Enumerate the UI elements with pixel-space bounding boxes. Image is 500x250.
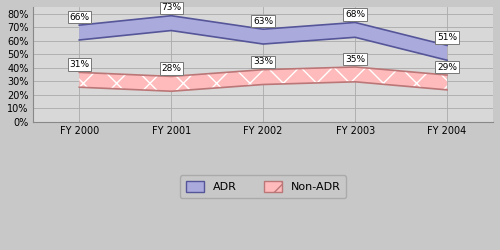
Text: 33%: 33% [253,57,273,66]
Text: 68%: 68% [345,10,365,19]
Text: 28%: 28% [161,64,181,73]
Legend: ADR, Non-ADR: ADR, Non-ADR [180,175,346,198]
Text: 35%: 35% [345,54,365,64]
Text: 29%: 29% [437,63,457,72]
Text: 63%: 63% [253,17,273,26]
Text: 73%: 73% [161,3,182,12]
Text: 66%: 66% [69,13,89,22]
Text: 51%: 51% [437,33,457,42]
Text: 31%: 31% [69,60,89,69]
